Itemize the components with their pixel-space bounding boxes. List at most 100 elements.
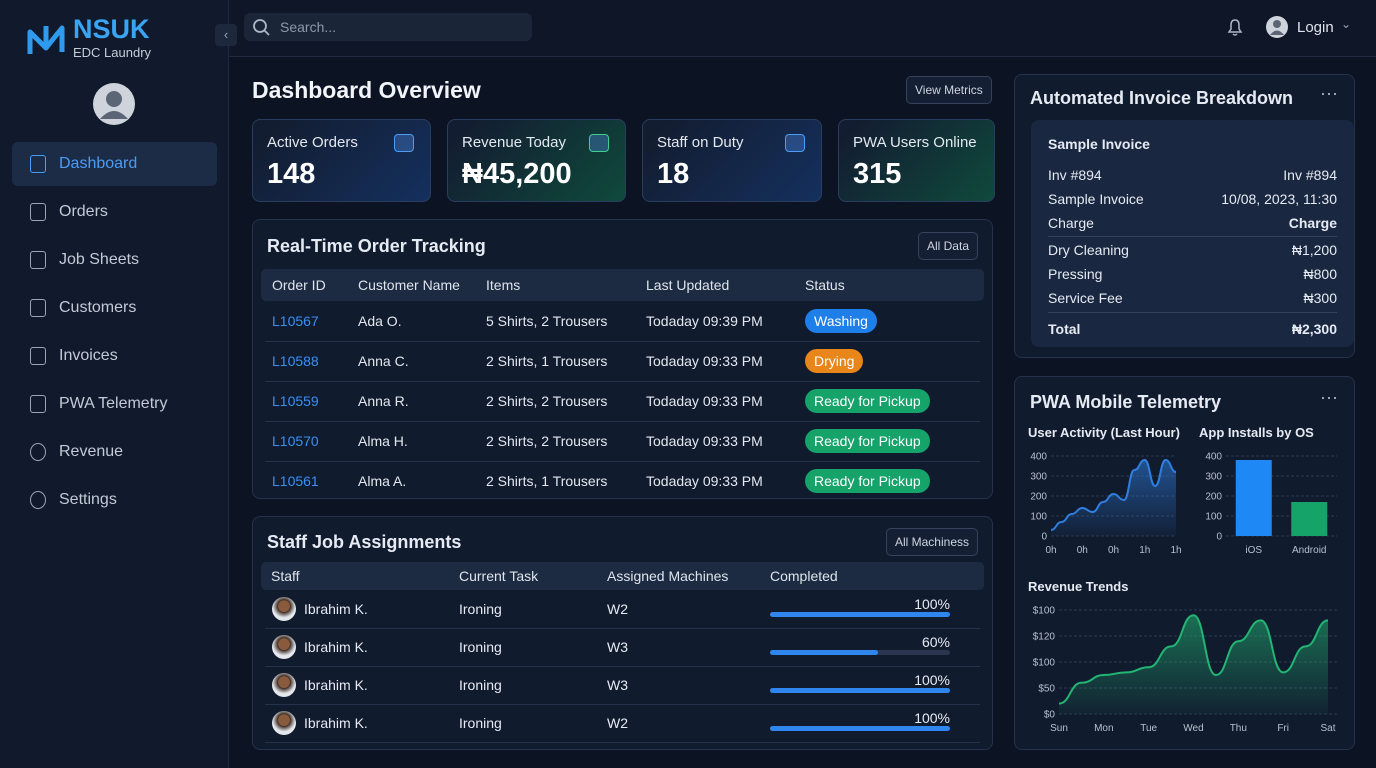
nav-icon	[30, 251, 46, 269]
page-title: Dashboard Overview	[252, 77, 481, 103]
column-header: Last Updated	[646, 277, 730, 293]
status-pill: Ready for Pickup	[805, 429, 930, 453]
cell: Anna R.	[358, 393, 409, 409]
kpi-label: Active Orders	[267, 134, 358, 151]
order-link[interactable]: L10561	[272, 473, 319, 489]
nav-item[interactable]: Customers	[12, 286, 217, 330]
progress-bar	[770, 650, 878, 655]
cell: Ada O.	[358, 313, 402, 329]
cell: Todaday 09:33 PM	[646, 473, 763, 489]
collapse-button[interactable]: ‹	[215, 24, 237, 46]
staff-avatar	[272, 711, 296, 735]
column-header: Completed	[770, 568, 838, 584]
kpi-value: 18	[657, 158, 690, 190]
cell: 2 Shirts, 1 Trousers	[486, 353, 608, 369]
row-divider	[265, 666, 980, 667]
column-header: Assigned Machines	[607, 568, 729, 584]
status-pill: Ready for Pickup	[805, 389, 930, 413]
login-chevron: ⌄	[1341, 17, 1352, 31]
cell: Todaday 09:33 PM	[646, 353, 763, 369]
chart-title: User Activity (Last Hour)	[1028, 425, 1180, 440]
nav-item[interactable]: Invoices	[12, 334, 217, 378]
nav-item[interactable]: Revenue	[12, 430, 217, 474]
cell: W3	[607, 677, 628, 693]
nav-item[interactable]: PWA Telemetry	[12, 382, 217, 426]
staff-avatar	[272, 673, 296, 697]
kpi-value: ₦45,200	[462, 158, 572, 190]
progress-label: 100%	[914, 710, 950, 726]
nav-item[interactable]: Orders	[12, 190, 217, 234]
invoice-value: Inv #894	[1283, 167, 1337, 183]
row-divider	[265, 341, 980, 342]
cell: Ironing	[459, 639, 502, 655]
filter-dropdown[interactable]: All Data	[917, 232, 978, 260]
x-tick-label: 0h	[1077, 545, 1088, 556]
progress-label: 100%	[914, 596, 950, 612]
orders-panel: Real-Time Order Tracking All Data Order …	[252, 219, 993, 499]
chart-title: Revenue Trends	[1028, 579, 1128, 594]
area	[1059, 615, 1328, 714]
y-tick-label: 300	[1030, 472, 1047, 483]
kpi-icon	[589, 134, 609, 152]
cell: Todaday 09:33 PM	[646, 393, 763, 409]
brand-name: NSUK	[73, 14, 150, 44]
nav-item[interactable]: Job Sheets	[12, 238, 217, 282]
invoice-value: Charge	[1288, 215, 1337, 231]
status-pill: Drying	[805, 349, 864, 373]
view-metrics-button[interactable]: View Metrics	[906, 76, 992, 104]
filter-dropdown[interactable]: All Machiness	[885, 528, 978, 556]
invoice-label: Service Fee	[1048, 290, 1123, 306]
nav-label: PWA Telemetry	[59, 395, 168, 412]
y-tick-label: 400	[1205, 452, 1222, 463]
telemetry-panel: PWA Mobile Telemetry ··· User Activity (…	[1014, 376, 1355, 750]
more-menu[interactable]: ···	[1320, 387, 1338, 407]
nav-item[interactable]: Dashboard	[12, 142, 217, 186]
nav-icon	[30, 203, 46, 221]
nav-icon	[30, 491, 46, 509]
y-tick-label: $0	[1044, 710, 1056, 721]
kpi-icon	[785, 134, 805, 152]
nav-label: Dashboard	[59, 155, 138, 172]
order-link[interactable]: L10567	[272, 313, 319, 329]
y-tick-label: $100	[1033, 606, 1056, 617]
cell: Ironing	[459, 601, 502, 617]
column-header: Status	[805, 277, 845, 293]
panel-title: Automated Invoice Breakdown	[1030, 88, 1294, 108]
brand-subtitle: EDC Laundry	[73, 45, 152, 60]
row-divider	[265, 381, 980, 382]
staff-panel: Staff Job Assignments All Machiness Staf…	[252, 516, 993, 750]
cell: Ibrahim K.	[304, 715, 368, 731]
nav-label: Invoices	[59, 347, 118, 364]
search-box[interactable]	[244, 13, 532, 41]
cell: W2	[607, 601, 628, 617]
line	[1050, 458, 1177, 531]
column-header: Items	[486, 277, 521, 293]
order-link[interactable]: L10588	[272, 353, 319, 369]
sidebar	[0, 0, 229, 768]
order-link[interactable]: L10559	[272, 393, 319, 409]
bell-icon[interactable]	[1225, 17, 1245, 37]
row-divider	[265, 461, 980, 462]
cell: 5 Shirts, 2 Trousers	[486, 313, 608, 329]
invoice-card: Sample Invoice Inv #894 Inv #894 Sample In…	[1031, 120, 1354, 347]
invoice-value: ₦800	[1303, 266, 1337, 282]
y-tick-label: 100	[1030, 512, 1047, 523]
y-tick-label: $100	[1033, 658, 1056, 669]
x-tick-label: 0h	[1108, 545, 1119, 556]
invoice-label: Total	[1048, 321, 1081, 337]
x-tick-label: Android	[1292, 545, 1326, 556]
bar	[1235, 460, 1272, 536]
logo	[27, 25, 65, 54]
order-link[interactable]: L10570	[272, 433, 319, 449]
more-menu[interactable]: ···	[1320, 83, 1338, 103]
cell: Todaday 09:39 PM	[646, 313, 763, 329]
column-header: Order ID	[272, 277, 326, 293]
invoice-label: Pressing	[1048, 266, 1103, 282]
area	[1051, 460, 1176, 536]
login-link[interactable]: Login	[1297, 19, 1334, 36]
progress-bar	[770, 688, 950, 693]
nav-item[interactable]: Settings	[12, 478, 217, 522]
kpi-label: Staff on Duty	[657, 134, 744, 151]
cell: 2 Shirts, 1 Trousers	[486, 473, 608, 489]
